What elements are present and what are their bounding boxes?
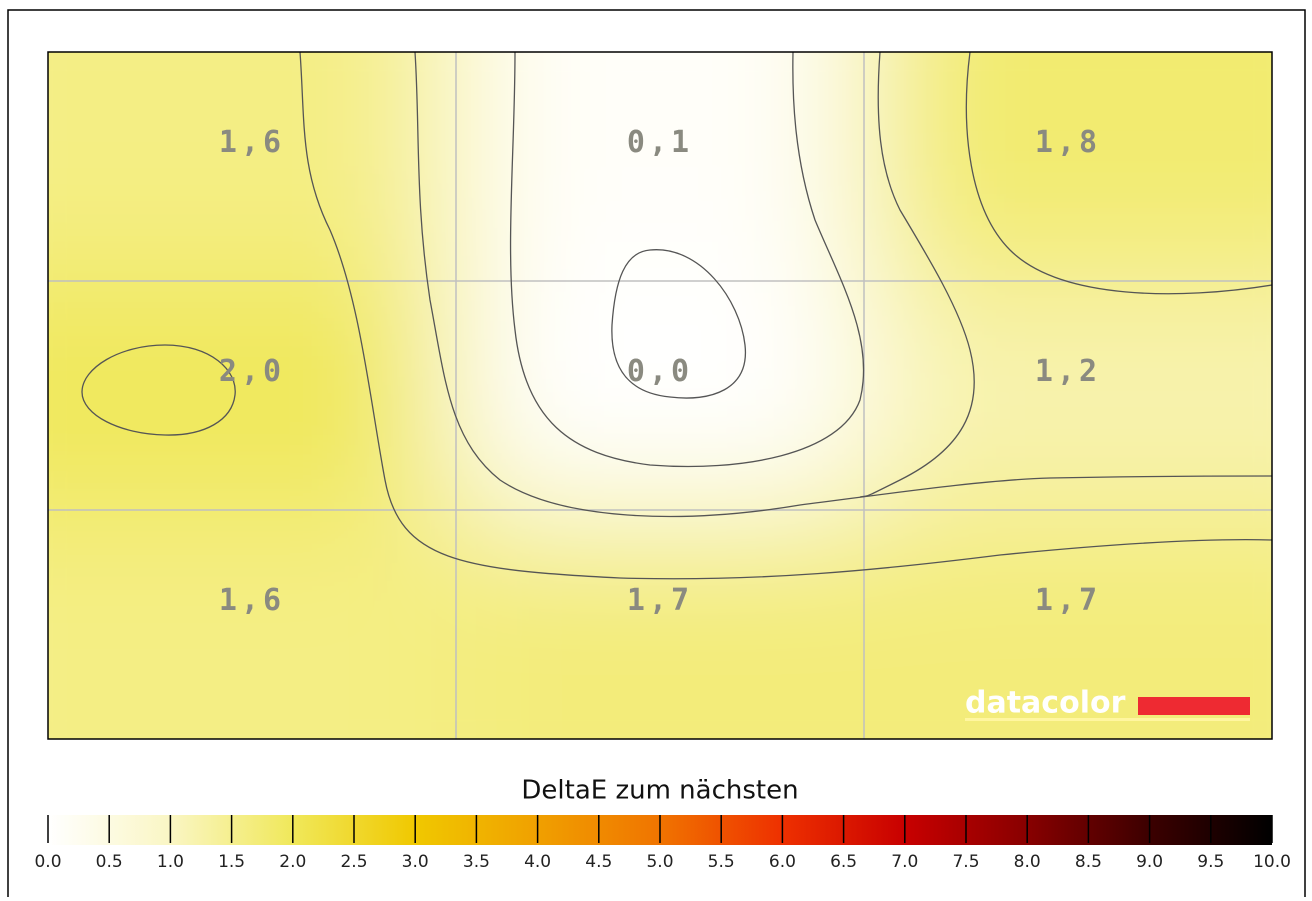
colorbar-tick-label: 0.0 bbox=[34, 852, 61, 872]
cell-label: 1,6 bbox=[219, 583, 285, 618]
cell-label: 2,0 bbox=[219, 354, 285, 389]
colorbar-tick-label: 5.5 bbox=[708, 852, 735, 872]
colorbar-tick-label: 4.0 bbox=[524, 852, 551, 872]
colorbar-ticks: 0.0 0.5 1.0 1.5 2.0 2.5 3.0 3.5 4.0 4.5 5.0 5.5 6.0 6… bbox=[34, 815, 1291, 872]
plot-border bbox=[47, 51, 1273, 740]
heat-cell bbox=[456, 510, 864, 739]
cell-label: 1,7 bbox=[627, 583, 693, 618]
heat-cell bbox=[48, 281, 456, 510]
colorbar-tick-label: 7.0 bbox=[891, 852, 918, 872]
colorbar-title: DeltaE zum nächsten bbox=[521, 776, 798, 806]
colorbar-tick-label: 4.5 bbox=[585, 852, 612, 872]
colorbar-tick-label: 2.5 bbox=[340, 852, 367, 872]
colorbar-tick-label: 8.0 bbox=[1014, 852, 1041, 872]
cell-label: 0,0 bbox=[627, 354, 693, 389]
cell-labels: 1,6 0,1 1,8 2,0 0,0 1,2 1,6 1,7 1,7 bbox=[219, 125, 1101, 618]
cell-label: 1,8 bbox=[1035, 125, 1101, 160]
colorbar-tick-label: 2.0 bbox=[279, 852, 306, 872]
heat-cell bbox=[864, 281, 1272, 510]
heat-cell bbox=[48, 510, 456, 739]
colorbar-tick-label: 3.0 bbox=[402, 852, 429, 872]
contours bbox=[81, 52, 1272, 580]
watermark: datacolor bbox=[965, 686, 1126, 721]
colorbar-tick-label: 5.0 bbox=[646, 852, 673, 872]
colorbar-tick-label: 0.5 bbox=[96, 852, 123, 872]
colorbar-tick-label: 6.0 bbox=[769, 852, 796, 872]
colorbar-tick-label: 10.0 bbox=[1253, 852, 1291, 872]
cell-label: 1,7 bbox=[1035, 583, 1101, 618]
colorbar-tick-label: 6.5 bbox=[830, 852, 857, 872]
logo-underline bbox=[965, 718, 1250, 721]
frame bbox=[7, 9, 1306, 897]
heat-cell bbox=[48, 52, 456, 281]
cell-label: 1,2 bbox=[1035, 354, 1101, 389]
colorbar-tick-label: 1.5 bbox=[218, 852, 245, 872]
colorbar-tick-label: 8.5 bbox=[1075, 852, 1102, 872]
logo-bar bbox=[1138, 697, 1250, 715]
colorbar-tick-label: 1.0 bbox=[157, 852, 184, 872]
colorbar-tick-label: 9.5 bbox=[1197, 852, 1224, 872]
logo: datacolor bbox=[965, 686, 1250, 721]
cell-label: 0,1 bbox=[627, 125, 693, 160]
heat-cell bbox=[456, 52, 864, 281]
heat-cell bbox=[864, 52, 1272, 281]
colorbar-tick-label: 3.5 bbox=[463, 852, 490, 872]
colorbar-tick-label: 9.0 bbox=[1136, 852, 1163, 872]
cell-label: 1,6 bbox=[219, 125, 285, 160]
colorbar-tick-label: 7.5 bbox=[952, 852, 979, 872]
